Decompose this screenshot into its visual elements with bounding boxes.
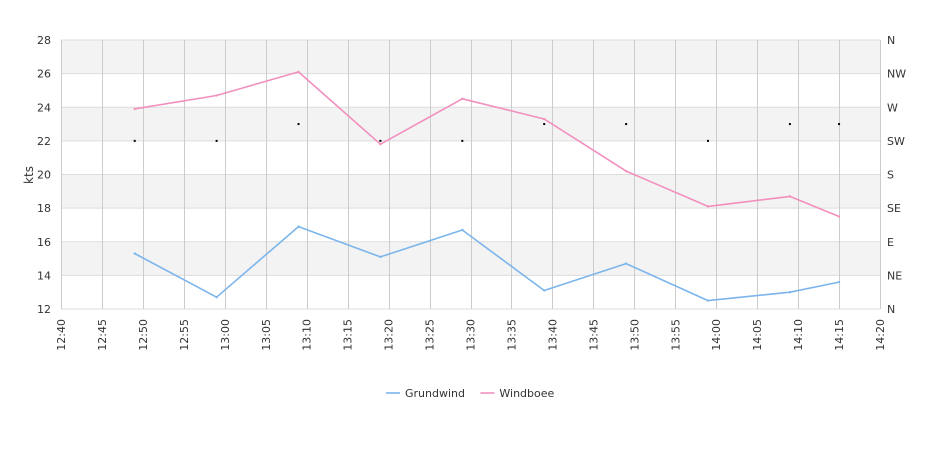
direction-marker bbox=[788, 123, 791, 126]
plot-band bbox=[61, 107, 880, 141]
right-tick-label: S bbox=[887, 169, 894, 182]
x-axis-ticks: 12:40 12:45 12:50 12:55 13:00 13:05 13:10 13:15… bbox=[55, 319, 887, 351]
x-tick-label: 13:50 bbox=[628, 319, 641, 351]
x-tick-label: 13:05 bbox=[260, 319, 273, 351]
data-point bbox=[379, 143, 382, 146]
direction-marker bbox=[625, 123, 628, 126]
plot-band bbox=[61, 275, 880, 309]
legend: Grundwind Windboee bbox=[386, 387, 555, 400]
y-tick-label: 24 bbox=[37, 101, 51, 114]
plot-band bbox=[61, 40, 880, 74]
x-tick-label: 14:10 bbox=[792, 319, 805, 351]
right-tick-label: NE bbox=[887, 269, 902, 282]
y-tick-label: 22 bbox=[37, 135, 51, 148]
y-tick-label: 26 bbox=[37, 68, 51, 81]
series-line bbox=[134, 225, 840, 302]
y-tick-label: 20 bbox=[37, 169, 51, 182]
x-tick-label: 13:15 bbox=[342, 319, 355, 351]
data-point bbox=[215, 296, 218, 299]
y-tick-label: 28 bbox=[37, 34, 51, 47]
x-tick-label: 12:50 bbox=[137, 319, 150, 351]
right-tick-label: NW bbox=[887, 68, 906, 81]
plot-band bbox=[61, 241, 880, 276]
data-point bbox=[624, 262, 628, 265]
data-point bbox=[461, 228, 464, 232]
right-tick-label: SW bbox=[887, 135, 905, 148]
x-tick-label: 12:55 bbox=[178, 319, 191, 351]
x-tick-label: 13:40 bbox=[546, 319, 559, 351]
direction-marker bbox=[707, 139, 710, 142]
series-lines bbox=[133, 70, 841, 302]
data-point bbox=[133, 107, 136, 111]
data-point bbox=[543, 289, 546, 292]
x-tick-label: 14:20 bbox=[874, 319, 887, 351]
y-tick-label: 14 bbox=[37, 269, 51, 282]
x-tick-label: 14:05 bbox=[751, 319, 764, 351]
y-tick-label: 18 bbox=[37, 202, 51, 215]
data-point bbox=[379, 255, 382, 259]
y-axis-ticks: 12 14 16 18 20 22 24 26 28 bbox=[37, 34, 51, 316]
x-tick-label: 13:10 bbox=[301, 319, 314, 351]
direction-markers bbox=[133, 123, 841, 142]
data-point bbox=[706, 205, 710, 208]
data-point bbox=[788, 195, 792, 198]
x-tick-label: 13:20 bbox=[383, 319, 396, 351]
x-tick-label: 14:15 bbox=[833, 319, 846, 351]
x-tick-label: 13:45 bbox=[587, 319, 600, 351]
x-tick-label: 13:30 bbox=[465, 319, 478, 351]
right-tick-label: SE bbox=[887, 202, 901, 215]
x-tick-label: 13:25 bbox=[424, 319, 437, 351]
x-tick-label: 12:45 bbox=[96, 319, 109, 351]
legend-label: Grundwind bbox=[405, 387, 465, 400]
right-tick-label: W bbox=[887, 101, 898, 114]
data-point bbox=[461, 97, 464, 101]
x-tick-label: 13:00 bbox=[219, 319, 232, 351]
x-tick-label: 13:35 bbox=[505, 319, 518, 351]
data-point bbox=[837, 280, 841, 284]
data-point bbox=[543, 117, 546, 121]
x-tick-label: 12:40 bbox=[55, 319, 68, 351]
right-tick-label: N bbox=[887, 34, 895, 47]
direction-marker bbox=[838, 123, 841, 126]
data-point bbox=[297, 225, 300, 228]
data-point bbox=[297, 70, 300, 74]
data-point bbox=[624, 169, 628, 173]
data-point bbox=[706, 299, 710, 302]
right-axis-ticks: N NE E SE S SW W NW N bbox=[887, 34, 906, 316]
plot-bands bbox=[61, 40, 880, 309]
data-point bbox=[788, 290, 792, 294]
y-tick-label: 12 bbox=[37, 303, 51, 316]
plot-band bbox=[61, 140, 880, 175]
right-tick-label: N bbox=[887, 303, 895, 316]
y-tick-label: 16 bbox=[37, 236, 51, 249]
direction-marker bbox=[379, 139, 382, 142]
direction-marker bbox=[297, 123, 300, 126]
right-tick-label: E bbox=[887, 236, 894, 249]
direction-marker bbox=[543, 123, 546, 126]
series-line bbox=[134, 71, 840, 218]
data-point bbox=[837, 215, 841, 218]
direction-marker bbox=[133, 139, 136, 142]
legend-label: Windboee bbox=[499, 387, 554, 400]
x-tick-label: 13:55 bbox=[669, 319, 682, 351]
direction-marker bbox=[461, 139, 464, 142]
grid-lines bbox=[61, 39, 881, 310]
y-axis-title: kts bbox=[22, 166, 36, 184]
data-point bbox=[215, 94, 218, 97]
direction-marker bbox=[215, 139, 218, 142]
data-point bbox=[133, 252, 136, 255]
x-tick-label: 14:00 bbox=[710, 319, 723, 351]
